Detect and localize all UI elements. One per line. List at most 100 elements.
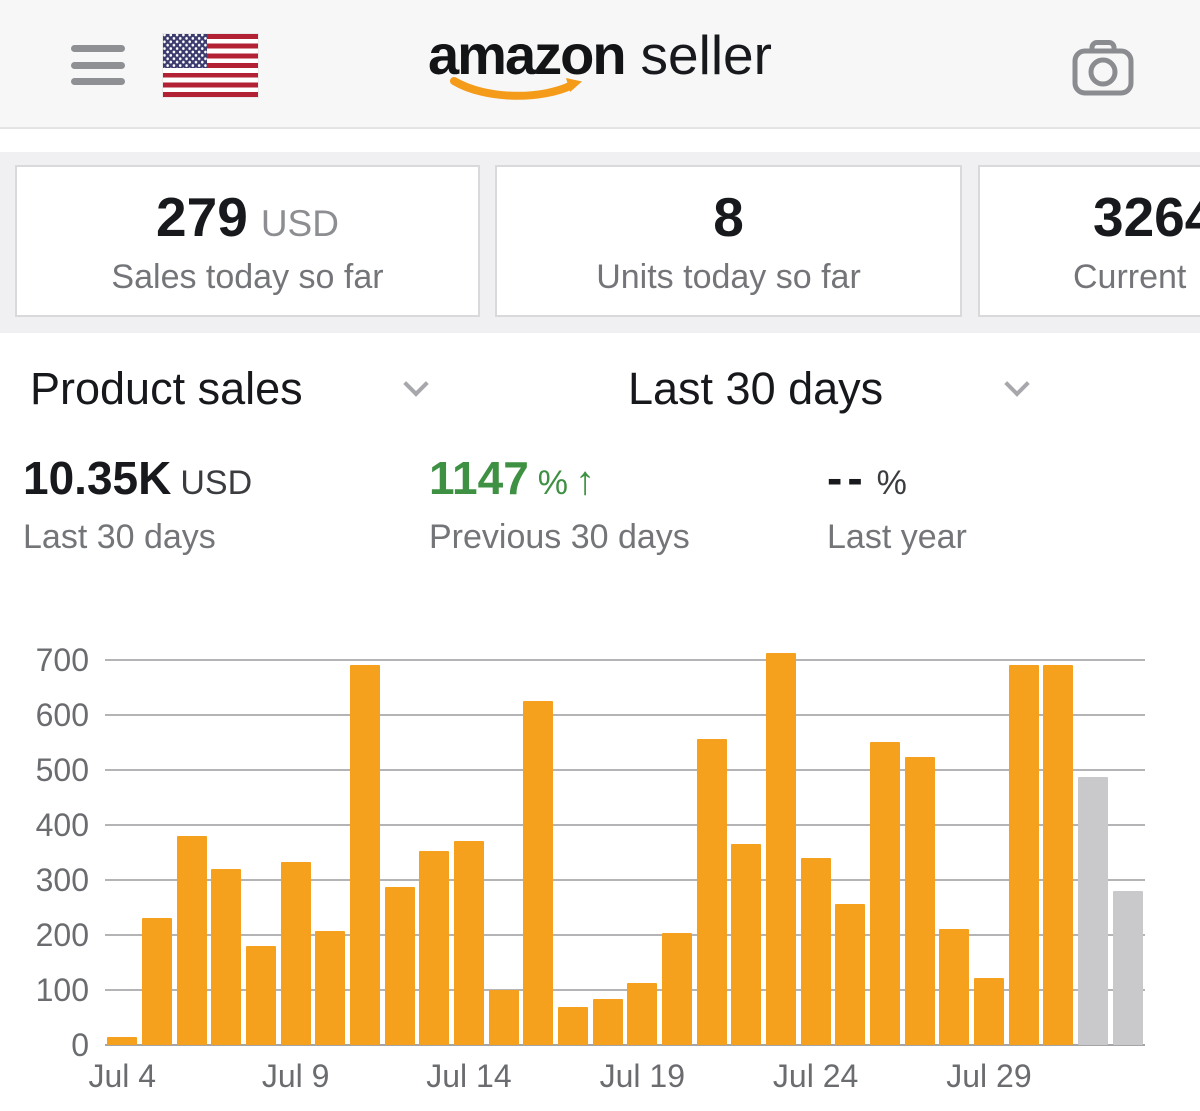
- bar-day-7[interactable]: [315, 931, 346, 1045]
- gridline-700: [105, 658, 1145, 661]
- logo-text-amazon: amazon: [428, 22, 627, 100]
- summary-value-row: 10.35K USD: [23, 451, 252, 505]
- metric-selector-dropdown[interactable]: Product sales: [30, 360, 433, 418]
- bar-day-9[interactable]: [384, 886, 415, 1045]
- stat-card-current[interactable]: 3264 Current: [978, 165, 1200, 317]
- summary-last-30-days: 10.35K USD Last 30 days: [23, 451, 252, 557]
- hamburger-bar: [71, 78, 125, 85]
- y-axis-tick-700: 700: [35, 641, 89, 678]
- stat-unit: USD: [260, 203, 339, 244]
- flag-canton: [163, 34, 207, 68]
- stat-value-row: 3264: [1093, 185, 1200, 249]
- bar-day-14[interactable]: [557, 1006, 588, 1045]
- y-axis-tick-600: 600: [35, 696, 89, 733]
- bar-day-28[interactable]: [1043, 665, 1074, 1045]
- stat-value: 8: [713, 186, 744, 248]
- amazon-smile-icon: [450, 77, 583, 100]
- gridline-300: [105, 878, 1145, 881]
- gridline-100: [105, 988, 1145, 991]
- stat-value: 279: [156, 186, 248, 248]
- metric-selector-label: Product sales: [30, 363, 303, 414]
- x-axis-tick-jul-24: Jul 24: [772, 1058, 859, 1094]
- bar-day-21[interactable]: [800, 857, 831, 1045]
- bar-day-3[interactable]: [176, 835, 207, 1045]
- app-header: amazon seller: [0, 0, 1200, 129]
- bar-day-6[interactable]: [280, 861, 311, 1045]
- y-axis-tick-400: 400: [35, 806, 89, 843]
- x-axis-tick-jul-29: Jul 29: [946, 1058, 1032, 1094]
- y-axis-tick-300: 300: [35, 861, 89, 898]
- bar-day-16[interactable]: [627, 982, 658, 1045]
- bar-day-17[interactable]: [661, 933, 692, 1045]
- hamburger-bar: [71, 45, 125, 52]
- summary-unit: USD: [180, 464, 253, 502]
- bar-day-23[interactable]: [869, 742, 900, 1045]
- summary-previous-30-days: 1147 % ↑ Previous 30 days: [429, 451, 690, 557]
- bar-day-10[interactable]: [419, 851, 450, 1045]
- bar-day-30[interactable]: [1112, 890, 1143, 1045]
- bar-day-1[interactable]: [107, 1036, 138, 1045]
- x-axis-tick-jul-9: Jul 9: [261, 1058, 330, 1094]
- stat-card-units-today[interactable]: 8 Units today so far: [495, 165, 962, 317]
- y-axis-tick-500: 500: [35, 751, 89, 788]
- stat-value-row: 8: [713, 185, 744, 249]
- camera-icon: [1072, 40, 1134, 96]
- y-axis-tick-200: 200: [35, 916, 89, 953]
- summary-label: Last year: [827, 518, 967, 556]
- bar-day-15[interactable]: [592, 999, 623, 1045]
- stat-label: Current: [1073, 258, 1187, 296]
- stat-label: Sales today so far: [111, 258, 384, 296]
- bar-day-29[interactable]: [1077, 777, 1108, 1045]
- amazon-seller-logo: amazon seller: [0, 22, 1200, 100]
- hamburger-bar: [71, 61, 125, 69]
- bar-day-25[interactable]: [939, 929, 970, 1045]
- x-axis-tick-jul-14: Jul 14: [426, 1058, 512, 1094]
- logo-text-seller: seller: [640, 24, 772, 86]
- stat-card-sales-today[interactable]: 279 USD Sales today so far: [15, 165, 480, 317]
- bar-day-18[interactable]: [696, 738, 727, 1045]
- bar-day-4[interactable]: [211, 868, 242, 1045]
- hamburger-menu-icon[interactable]: [71, 45, 125, 85]
- bar-day-5[interactable]: [245, 945, 276, 1045]
- today-stats-strip: 279 USD Sales today so far 8 Units today…: [0, 152, 1200, 333]
- x-axis-tick-jul-4: Jul 4: [88, 1058, 157, 1094]
- summary-unit: %: [876, 464, 907, 502]
- x-axis-tick-jul-19: Jul 19: [599, 1058, 685, 1094]
- chevron-down-icon: [1004, 371, 1030, 397]
- product-sales-bar-chart: 0 100 200 300 400 500 600 700 Jul 4 Jul 9 Jul 14 Ju…: [36, 642, 1145, 1094]
- date-range-selector-label: Last 30 days: [628, 363, 884, 414]
- bar-day-27[interactable]: [1008, 665, 1039, 1045]
- summary-value-row: 1147 % ↑: [429, 451, 690, 505]
- bar-day-22[interactable]: [835, 904, 866, 1045]
- stat-label: Units today so far: [596, 258, 861, 296]
- bar-day-19[interactable]: [731, 844, 762, 1045]
- bar-day-2[interactable]: [141, 918, 172, 1045]
- y-axis-tick-100: 100: [35, 971, 89, 1008]
- logo-amazon-word: amazon: [428, 23, 626, 86]
- us-flag-icon[interactable]: [163, 34, 258, 97]
- bar-day-8[interactable]: [349, 665, 380, 1045]
- bar-day-26[interactable]: [973, 977, 1004, 1045]
- summary-label: Last 30 days: [23, 518, 216, 556]
- gridline-500: [105, 768, 1145, 771]
- bar-day-24[interactable]: [904, 757, 935, 1045]
- gridline-200: [105, 933, 1145, 936]
- summary-value: 1147: [429, 452, 529, 504]
- bar-day-20[interactable]: [765, 652, 796, 1045]
- bar-day-12[interactable]: [488, 989, 519, 1045]
- gridline-600: [105, 713, 1145, 716]
- summary-value: 10.35K: [23, 452, 172, 504]
- summary-last-year: -- % Last year: [827, 451, 967, 557]
- summary-label: Previous 30 days: [429, 518, 690, 556]
- arrow-up-icon: ↑: [575, 459, 596, 503]
- bar-day-13[interactable]: [523, 701, 554, 1045]
- camera-button[interactable]: [1072, 38, 1134, 96]
- gridline-400: [105, 823, 1145, 826]
- y-axis-tick-0: 0: [71, 1027, 89, 1063]
- date-range-selector-dropdown[interactable]: Last 30 days: [628, 360, 1034, 418]
- chevron-down-icon: [403, 371, 429, 397]
- summary-value: --: [827, 452, 868, 504]
- stat-value-row: 279 USD: [156, 185, 339, 249]
- bar-day-11[interactable]: [453, 841, 484, 1045]
- summary-unit: %: [537, 464, 569, 502]
